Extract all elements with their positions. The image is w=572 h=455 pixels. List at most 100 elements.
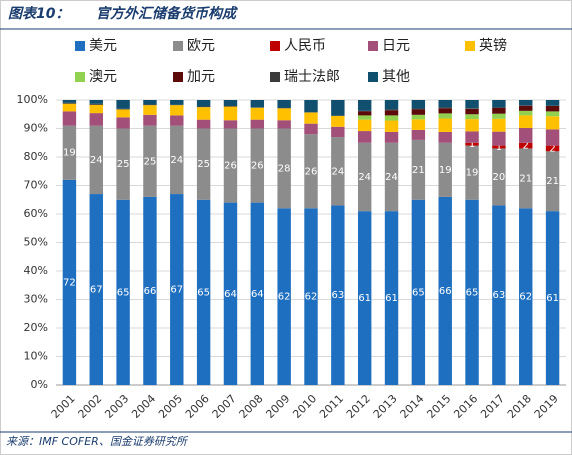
- bar-segment: [357, 111, 372, 116]
- bar-segment: [384, 142, 399, 212]
- bar-segment: [250, 202, 265, 385]
- bar-segment: [519, 142, 533, 149]
- bar-segment: [465, 199, 479, 385]
- data-label: 26: [224, 161, 237, 172]
- legend-label: 美元: [89, 38, 117, 54]
- bar-segment: [357, 211, 372, 385]
- bar-segment: [465, 131, 479, 143]
- bar-segment: [62, 102, 77, 104]
- legend-label: 英镑: [479, 37, 507, 54]
- bar-segment: [304, 112, 318, 124]
- data-label: 21: [412, 165, 425, 176]
- bar-segment: [384, 109, 399, 111]
- bar-segment: [492, 118, 506, 132]
- data-label: 2: [523, 141, 529, 152]
- data-label: 1: [469, 139, 475, 150]
- bar-segment: [492, 148, 506, 206]
- bar-segment: [116, 108, 130, 110]
- x-tick-label: 2005: [156, 392, 185, 421]
- bar-segment: [411, 109, 426, 115]
- data-label: 19: [439, 165, 452, 176]
- bar-segment: [411, 119, 426, 130]
- y-tick-label: 90%: [24, 122, 48, 135]
- data-label: 19: [63, 148, 76, 159]
- data-label: 64: [251, 289, 264, 300]
- bar-segment: [331, 100, 345, 116]
- bar-segment: [545, 151, 560, 212]
- legend-swatch: [368, 41, 378, 51]
- data-label: 66: [144, 286, 157, 297]
- x-tick-label: 2013: [371, 392, 400, 421]
- bar-segment: [331, 115, 345, 127]
- bar-segment: [465, 114, 479, 120]
- bar-segment: [357, 119, 372, 132]
- bar-segment: [492, 107, 506, 108]
- bar-segment: [357, 115, 372, 120]
- legend-swatch: [173, 41, 183, 51]
- data-label: 62: [278, 292, 291, 303]
- x-tick-label: 2002: [76, 392, 105, 421]
- bar-segment: [223, 128, 238, 203]
- bar-segment: [304, 208, 318, 385]
- y-tick-label: 40%: [24, 264, 48, 277]
- bar-segment: [384, 110, 399, 116]
- legend-swatch: [465, 41, 475, 51]
- data-label: 62: [305, 292, 318, 303]
- bar-segment: [277, 100, 291, 108]
- y-tick-label: 50%: [24, 236, 48, 249]
- y-tick-label: 100%: [17, 93, 48, 106]
- x-tick-label: 2003: [102, 392, 131, 421]
- data-label: 21: [519, 173, 532, 184]
- bar-segment: [331, 205, 345, 385]
- bar-segment: [89, 103, 103, 105]
- x-tick-label: 2017: [478, 392, 507, 421]
- bar-segment: [223, 100, 238, 106]
- bar-segment: [277, 120, 291, 129]
- x-tick-label: 2008: [237, 392, 266, 421]
- data-label: 65: [466, 287, 479, 298]
- data-label: 61: [546, 293, 559, 304]
- bar-segment: [519, 105, 533, 111]
- legend-swatch: [270, 72, 280, 82]
- bar-segment: [357, 110, 372, 112]
- bar-segment: [545, 100, 560, 106]
- bar-segment: [492, 113, 506, 119]
- bar-segment: [411, 139, 426, 200]
- bar-segment: [545, 105, 560, 112]
- x-tick-label: 2018: [505, 392, 534, 421]
- legend-label: 澳元: [89, 69, 117, 85]
- data-label: 26: [251, 161, 264, 172]
- bar-segment: [438, 108, 452, 114]
- bar-segment: [519, 148, 533, 209]
- bar-segment: [357, 142, 372, 212]
- bar-segment: [170, 100, 184, 105]
- source: 来源：IMF COFER、国金证券研究所: [6, 435, 189, 448]
- legend-swatch: [270, 41, 280, 51]
- x-tick-label: 2006: [183, 392, 212, 421]
- bar-segment: [89, 100, 103, 104]
- data-label: 26: [305, 166, 318, 177]
- x-tick-label: 2001: [49, 392, 78, 421]
- bar-segment: [223, 105, 238, 107]
- y-tick-label: 0%: [31, 378, 48, 391]
- bar-segment: [545, 211, 560, 385]
- bar-segment: [545, 116, 560, 130]
- bar-segment: [116, 128, 130, 200]
- data-label: 25: [197, 159, 210, 170]
- data-label: 25: [117, 159, 130, 170]
- data-label: 61: [358, 293, 371, 304]
- data-label: 65: [197, 287, 210, 298]
- bar-segment: [438, 196, 452, 385]
- bar-segment: [304, 123, 318, 135]
- data-label: 24: [385, 172, 398, 183]
- bar-segment: [143, 100, 157, 105]
- bar-segment: [89, 125, 103, 195]
- x-tick-label: 2007: [210, 392, 239, 421]
- bar-segment: [223, 120, 238, 129]
- bar-segment: [384, 120, 399, 132]
- bar-segment: [116, 117, 130, 129]
- bar-segment: [62, 111, 77, 126]
- bar-segment: [545, 111, 560, 117]
- bar-segment: [223, 106, 238, 121]
